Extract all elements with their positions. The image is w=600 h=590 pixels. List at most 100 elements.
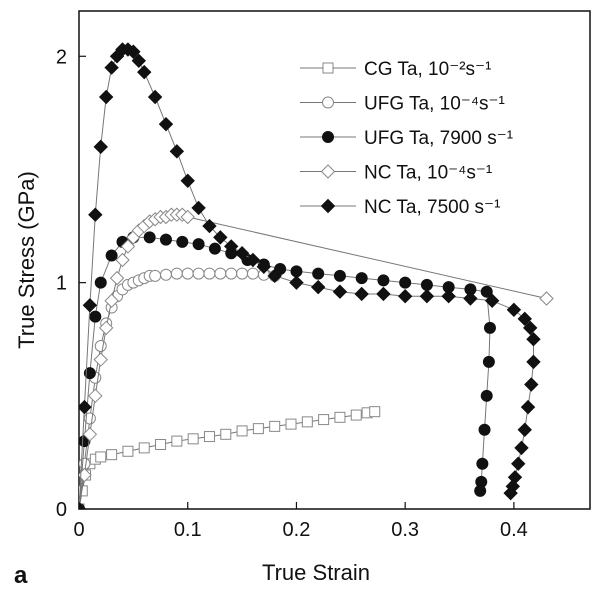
data-point — [187, 433, 199, 445]
data-point — [419, 289, 435, 304]
data-point — [88, 207, 103, 222]
data-point — [463, 291, 478, 306]
series-line — [79, 236, 491, 509]
data-point — [169, 144, 185, 159]
data-point — [98, 320, 114, 336]
data-point — [191, 200, 206, 216]
x-tick-label: 0.2 — [283, 519, 311, 541]
data-point — [310, 279, 326, 295]
data-point — [104, 293, 119, 308]
data-point — [245, 252, 261, 268]
data-point — [224, 239, 239, 254]
x-tick-label: 0.4 — [500, 519, 528, 541]
series-layer — [79, 42, 554, 509]
data-point — [94, 340, 107, 353]
data-point — [526, 332, 541, 347]
data-point — [126, 44, 141, 59]
data-point — [105, 249, 118, 262]
data-point — [441, 289, 456, 304]
series-4 — [79, 207, 554, 509]
data-point — [109, 270, 125, 286]
data-point — [89, 310, 102, 323]
data-point — [98, 89, 114, 105]
data-point — [301, 416, 313, 428]
x-axis-title: True Strain — [262, 560, 370, 585]
series-line — [79, 411, 375, 509]
data-point — [106, 449, 118, 461]
data-point — [369, 406, 381, 418]
data-point — [93, 352, 108, 367]
legend-marker — [320, 198, 336, 214]
data-point — [503, 485, 518, 501]
data-point — [159, 233, 172, 246]
data-point — [143, 231, 156, 244]
data-point — [474, 484, 487, 497]
data-point — [83, 367, 96, 380]
data-point — [202, 218, 217, 234]
data-point — [290, 265, 303, 278]
data-point — [104, 60, 119, 75]
data-point — [171, 435, 183, 447]
data-point — [158, 116, 174, 132]
data-point — [138, 442, 150, 454]
data-point — [79, 467, 92, 483]
y-tick-label: 0 — [56, 499, 67, 521]
data-point — [399, 276, 412, 289]
y-axis-title: True Stress (GPa) — [14, 171, 39, 349]
data-point — [514, 440, 529, 456]
data-point — [225, 267, 238, 280]
data-point — [176, 235, 189, 248]
data-point — [539, 291, 554, 306]
legend-label: UFG Ta, 10⁻⁴s⁻¹ — [364, 94, 505, 115]
data-point — [267, 268, 282, 284]
series-2 — [79, 267, 281, 509]
legend-entry: NC Ta, 7500 s⁻¹ — [300, 197, 500, 218]
data-point — [147, 89, 163, 105]
legend: CG Ta, 10⁻²s⁻¹ UFG Ta, 10⁻⁴s⁻¹ UFG Ta, 790… — [300, 59, 513, 218]
data-point — [82, 427, 98, 442]
data-point — [252, 423, 264, 435]
data-point — [318, 414, 330, 426]
data-point — [354, 286, 369, 302]
data-point — [420, 278, 433, 291]
data-point — [192, 238, 205, 251]
data-point — [79, 501, 87, 509]
data-point — [79, 399, 92, 415]
data-point — [246, 267, 259, 280]
x-tick-label: 0 — [73, 519, 84, 541]
data-point — [234, 246, 250, 261]
data-point — [115, 252, 130, 268]
data-point — [476, 457, 489, 470]
series-1 — [79, 406, 381, 509]
data-point — [208, 242, 221, 255]
legend-label: NC Ta, 7500 s⁻¹ — [364, 197, 500, 218]
data-point — [522, 320, 538, 336]
data-point — [94, 276, 107, 289]
data-point — [120, 239, 136, 254]
data-point — [95, 451, 107, 463]
data-point — [180, 209, 195, 225]
data-point — [506, 302, 522, 318]
panel-label: a — [14, 562, 28, 589]
data-point — [517, 422, 532, 437]
legend-label: NC Ta, 10⁻⁴s⁻¹ — [364, 163, 492, 184]
y-tick-label: 1 — [56, 273, 67, 295]
data-point — [155, 438, 167, 450]
data-point — [511, 456, 526, 471]
series-5 — [79, 42, 541, 509]
y-axis: 0 1 2 — [56, 46, 86, 521]
data-point — [236, 267, 249, 280]
legend-entry: NC Ta, 10⁻⁴s⁻¹ — [300, 163, 492, 184]
data-point — [220, 428, 232, 440]
legend-label: UFG Ta, 7900 s⁻¹ — [364, 128, 513, 149]
data-point — [517, 311, 532, 327]
data-point — [333, 269, 346, 282]
data-point — [482, 355, 495, 368]
data-point — [376, 286, 391, 302]
data-point — [256, 259, 272, 274]
data-point — [214, 267, 227, 280]
data-point — [377, 274, 390, 287]
data-point — [203, 431, 215, 443]
data-point — [524, 377, 539, 392]
